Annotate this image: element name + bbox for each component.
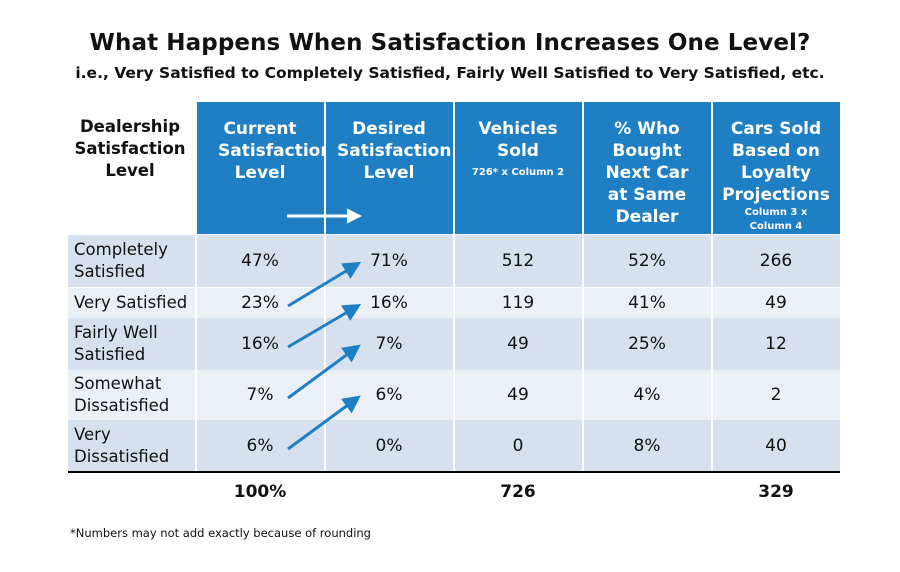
cell-same-dealer: 4%	[633, 385, 661, 405]
header-vehicles-sold: Vehicles Sold 726* x Column 2	[454, 102, 582, 234]
chart-subtitle: i.e., Very Satisfied to Completely Satis…	[75, 64, 825, 82]
column-divider	[195, 102, 197, 472]
cell-vehicles: 512	[501, 251, 535, 271]
header-cars-sold-label: Cars Sold Based on Loyalty Projections	[722, 119, 830, 205]
header-vehicles-note: 726* x Column 2	[471, 167, 565, 178]
level-shift-arrow	[287, 261, 362, 308]
header-same-dealer-label: % Who Bought Next Car at Same Dealer	[605, 119, 689, 227]
cell-vehicles: 119	[501, 293, 535, 313]
level-shift-arrow	[287, 395, 361, 451]
cell-cars-sold: 49	[765, 293, 787, 313]
column-divider	[711, 102, 713, 472]
row-level-label: Completely Satisfied	[74, 240, 168, 281]
column-divider	[453, 102, 455, 472]
row-level-label: Fairly Well Satisfied	[74, 323, 158, 364]
header-vehicles-label: Vehicles Sold	[478, 119, 558, 161]
level-shift-arrow	[287, 303, 362, 349]
totals-rule	[68, 471, 840, 473]
total-current: 100%	[233, 482, 287, 502]
cell-same-dealer: 41%	[628, 293, 666, 313]
header-pct-same-dealer: % Who Bought Next Car at Same Dealer	[583, 102, 711, 234]
column-divider	[324, 102, 326, 472]
cell-current: 47%	[241, 251, 279, 271]
cell-vehicles: 49	[507, 385, 529, 405]
cell-vehicles: 0	[512, 436, 524, 456]
cell-current: 7%	[246, 385, 274, 405]
cell-vehicles: 49	[507, 334, 529, 354]
header-dealership-satisfaction-level: Dealership Satisfaction Level	[74, 117, 186, 180]
cell-same-dealer: 25%	[628, 334, 666, 354]
column-divider	[582, 102, 584, 472]
cell-cars-sold: 12	[765, 334, 787, 354]
cell-cars-sold: 2	[770, 385, 782, 405]
level-shift-arrow	[287, 344, 361, 400]
cell-desired: 0%	[375, 436, 403, 456]
header-desired-satisfaction-level: Desired Satisfaction Level	[325, 102, 453, 234]
cell-cars-sold: 266	[759, 251, 793, 271]
cell-desired: 16%	[370, 293, 408, 313]
cell-current: 6%	[246, 436, 274, 456]
cell-current: 16%	[241, 334, 279, 354]
chart-title: What Happens When Satisfaction Increases…	[89, 30, 811, 56]
cell-desired: 6%	[375, 385, 403, 405]
cell-desired: 7%	[375, 334, 403, 354]
cell-same-dealer: 52%	[628, 251, 666, 271]
header-current-label: Current Satisfaction Level	[218, 119, 333, 183]
row-level-label: Somewhat Dissatisfied	[74, 374, 170, 415]
cell-current: 23%	[241, 293, 279, 313]
cell-desired: 71%	[370, 251, 408, 271]
cell-same-dealer: 8%	[633, 436, 661, 456]
footnote: *Numbers may not add exactly because of …	[70, 526, 371, 540]
header-current-satisfaction-level: Current Satisfaction Level	[196, 102, 332, 234]
cell-cars-sold: 40	[765, 436, 787, 456]
header-cars-sold-loyalty: Cars Sold Based on Loyalty Projections C…	[712, 102, 840, 234]
total-vehicles: 726	[500, 482, 536, 502]
total-cars-sold: 329	[758, 482, 794, 502]
header-cars-sold-note: Column 3 x Column 4	[744, 207, 808, 232]
row-level-label: Very Dissatisfied	[74, 425, 170, 466]
header-desired-label: Desired Satisfaction Level	[337, 119, 452, 183]
row-level-label: Very Satisfied	[74, 293, 188, 312]
